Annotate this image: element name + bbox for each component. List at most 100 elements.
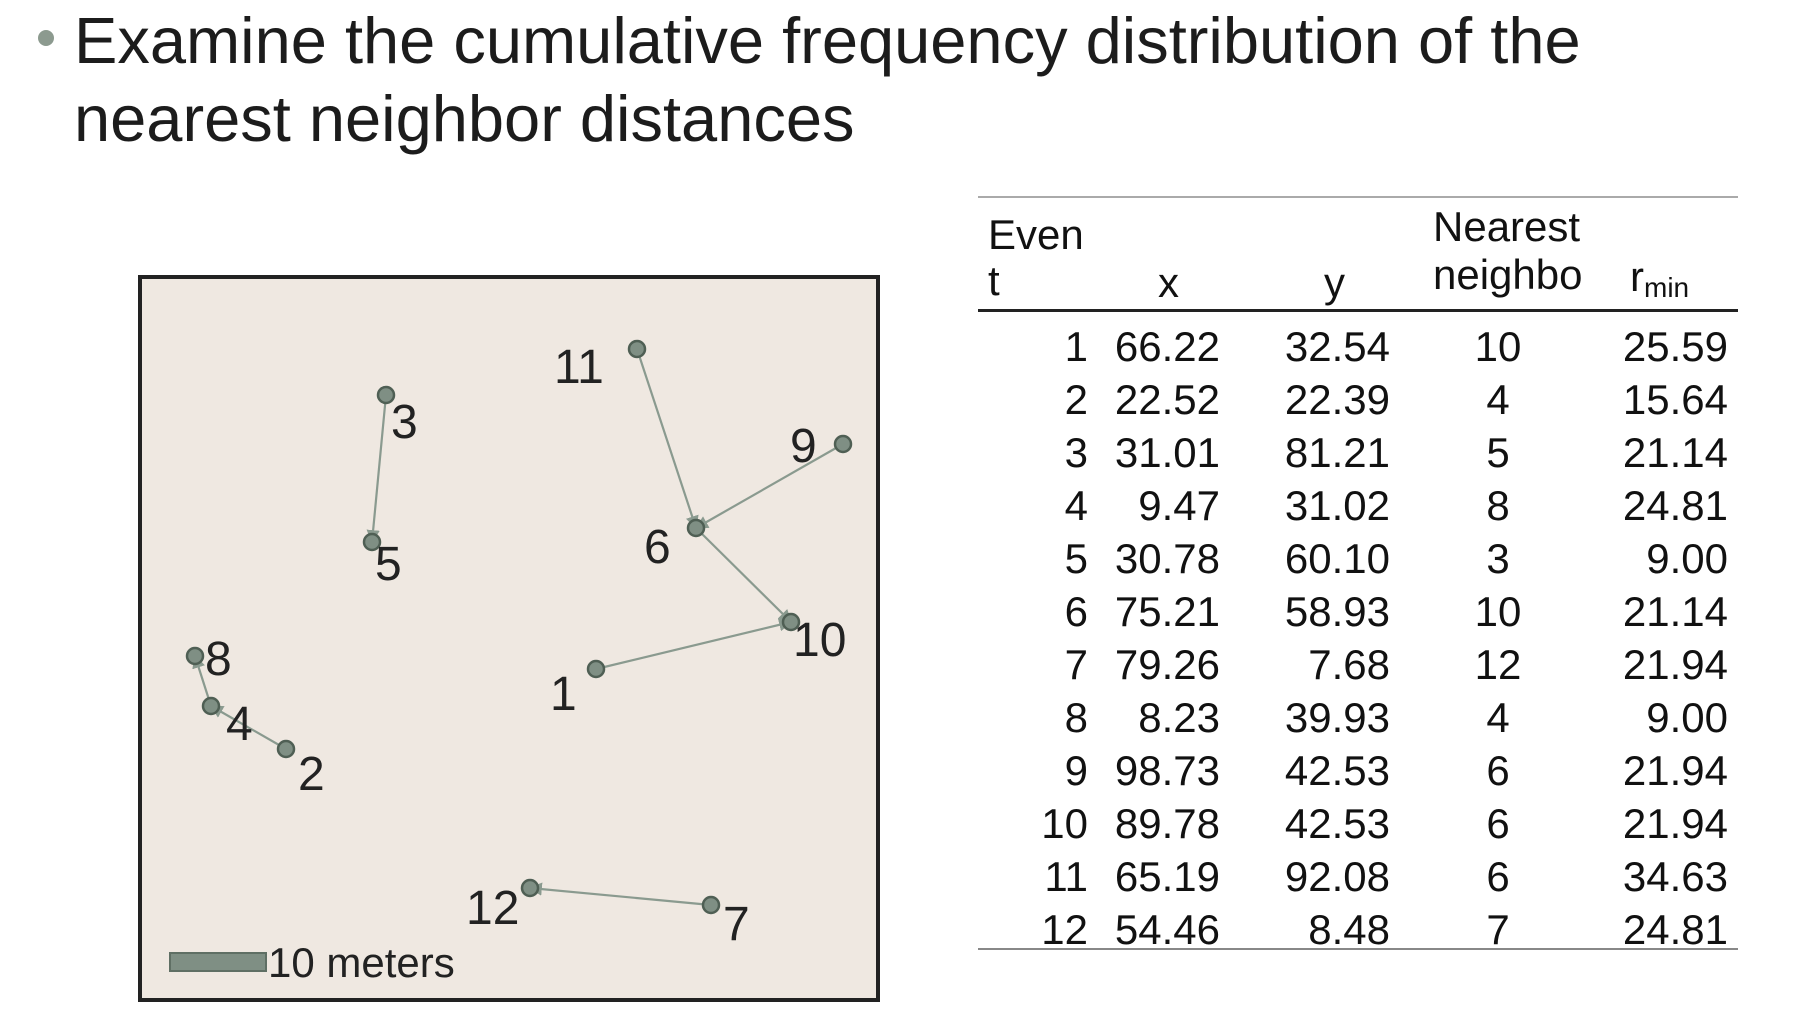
table-bottom-rule [978,948,1738,950]
cell-rmin: 34.63 [1622,853,1728,900]
table-row: 10 89.78 42.53 6 21.94 [978,797,1738,850]
event-label-3: 3 [391,396,418,449]
event-label-12: 12 [466,882,519,935]
cell-y: 60.10 [1284,535,1390,582]
cell-x: 66.22 [1114,323,1220,370]
header-x: x [1158,259,1179,306]
scale-bar: 10 meters [169,939,455,986]
cell-nearest: 8 [1486,482,1510,529]
cell-x: 98.73 [1114,747,1220,794]
cell-nearest: 6 [1486,800,1510,847]
table-row: 5 30.78 60.10 3 9.00 [978,532,1738,585]
cell-rmin: 25.59 [1622,323,1728,370]
cell-y: 81.21 [1284,429,1390,476]
cell-rmin: 24.81 [1622,906,1728,953]
cell-x: 30.78 [1114,535,1220,582]
event-label-5: 5 [375,538,402,591]
table-header-rule [978,309,1738,312]
cell-x: 79.26 [1114,641,1220,688]
cell-event: 7 [1064,641,1088,688]
event-point-4 [201,696,221,716]
cell-nearest: 6 [1486,853,1510,900]
header-nearest-line1: Nearest [1433,203,1581,250]
event-label-7: 7 [723,898,750,951]
cell-x: 31.01 [1114,429,1220,476]
event-label-11: 11 [554,341,604,394]
cell-rmin: 15.64 [1622,376,1728,423]
table-row: 9 98.73 42.53 6 21.94 [978,744,1738,797]
cell-event: 3 [1064,429,1088,476]
cell-nearest: 3 [1486,535,1510,582]
event-point-11 [627,339,647,359]
cell-rmin: 21.14 [1622,588,1728,635]
cell-y: 7.68 [1308,641,1390,688]
cell-nearest: 5 [1486,429,1510,476]
cell-x: 9.47 [1138,482,1220,529]
cell-event: 12 [1041,906,1088,953]
table-row: 6 75.21 58.93 10 21.14 [978,585,1738,638]
neighbor-arrow-3-to-5 [366,394,388,544]
cell-event: 10 [1041,800,1088,847]
cell-rmin: 9.00 [1646,694,1728,741]
cell-event: 8 [1064,694,1088,741]
event-point-12 [520,878,540,898]
cell-x: 65.19 [1114,853,1220,900]
cell-event: 6 [1064,588,1088,635]
cell-y: 92.08 [1284,853,1390,900]
cell-y: 42.53 [1284,800,1390,847]
event-label-2: 2 [298,748,325,801]
event-point-2 [276,739,296,759]
header-rmin-sub: min [1644,272,1690,303]
event-label-10: 10 [793,614,846,667]
scale-bar-label: 10 meters [268,939,455,986]
neighbor-arrow-2-to-4 [209,705,287,750]
cell-x: 8.23 [1138,694,1220,741]
cell-y: 8.48 [1308,906,1390,953]
bullet-text: Examine the cumulative frequency distrib… [74,4,1581,155]
cell-x: 54.46 [1114,906,1220,953]
header-nearest-line2: neighbo [1433,251,1583,298]
cell-nearest: 6 [1486,747,1510,794]
cell-rmin: 24.81 [1622,482,1728,529]
nearest-neighbor-lines [192,348,844,907]
bullet-dot-icon [38,30,54,46]
scale-bar-icon [169,952,267,972]
cell-rmin: 21.14 [1622,429,1728,476]
event-label-4: 4 [226,698,253,751]
cell-y: 31.02 [1284,482,1390,529]
event-label-1: 1 [550,668,577,721]
cell-y: 22.39 [1284,376,1390,423]
header-event-line1: Even [988,211,1084,258]
event-label-8: 8 [205,633,232,686]
header-event-line2: t [988,257,1000,304]
cell-event: 9 [1064,747,1088,794]
neighbor-arrow-11-to-6 [635,348,699,530]
cell-x: 22.52 [1114,376,1220,423]
cell-rmin: 21.94 [1622,800,1728,847]
event-point-7 [701,895,721,915]
neighbor-arrow-7-to-12 [528,882,712,907]
cell-x: 75.21 [1114,588,1220,635]
cell-rmin: 21.94 [1622,641,1728,688]
table-row: 12 54.46 8.48 7 24.81 [978,903,1738,956]
table-row: 11 65.19 92.08 6 34.63 [978,850,1738,903]
cell-y: 42.53 [1284,747,1390,794]
cell-rmin: 21.94 [1622,747,1728,794]
cell-nearest: 7 [1486,906,1510,953]
cell-nearest: 12 [1474,641,1522,688]
cell-event: 2 [1064,376,1088,423]
header-rmin-main: r [1630,253,1644,300]
header-rmin: rmin [1630,252,1689,313]
cell-x: 89.78 [1114,800,1220,847]
cell-nearest: 10 [1474,588,1522,635]
cell-y: 39.93 [1284,694,1390,741]
event-point-5 [362,532,382,552]
neighbor-arrow-9-to-6 [694,443,844,529]
cell-y: 58.93 [1284,588,1390,635]
header-y: y [1324,259,1345,306]
neighbor-arrow-6-to-10 [695,527,792,623]
cell-event: 5 [1064,535,1088,582]
table-top-rule [978,196,1738,198]
